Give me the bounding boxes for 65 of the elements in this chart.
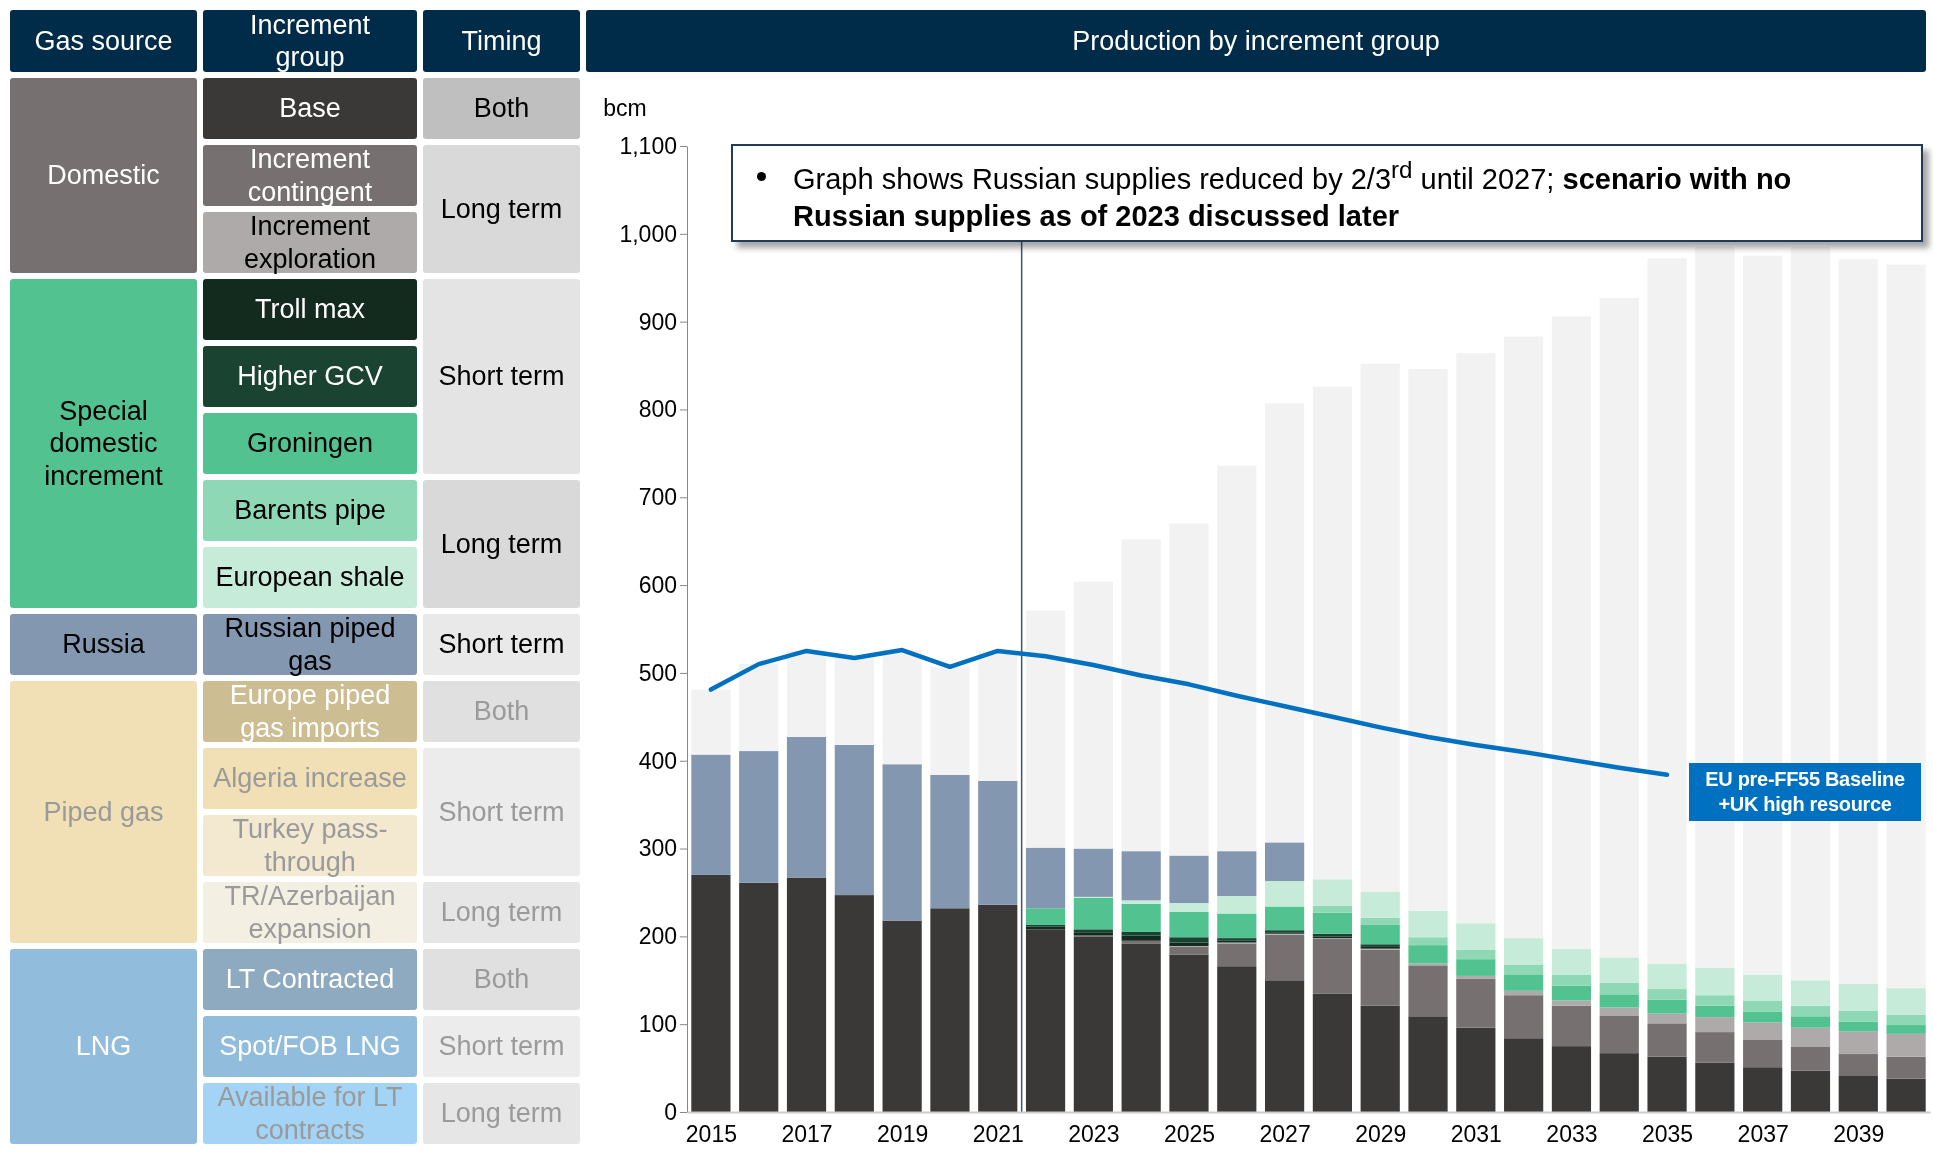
text: Available for LT contracts xyxy=(203,1082,417,1145)
y-tick-label: 600 xyxy=(638,571,677,598)
text: TR/Azerbaijan expansion xyxy=(203,881,417,944)
text: Long term xyxy=(423,882,580,943)
text: Troll max xyxy=(203,279,417,340)
text: European shale xyxy=(203,547,417,608)
y-tick-label: 0 xyxy=(664,1098,677,1125)
legend-title: Increment group xyxy=(203,9,417,72)
y-axis-title: bcm xyxy=(603,95,647,121)
text: Piped gas xyxy=(10,681,197,943)
x-tick-label: 2037 xyxy=(1737,1121,1789,1148)
text: Both xyxy=(423,949,580,1010)
y-tick-label: 200 xyxy=(638,923,677,950)
text: Short term xyxy=(423,748,580,876)
text: Turkey pass-through xyxy=(203,814,417,877)
y-tick-label: 400 xyxy=(638,747,677,774)
text: Spot/FOB LNG xyxy=(203,1016,417,1077)
x-tick-label: 2035 xyxy=(1641,1121,1694,1148)
text: Domestic xyxy=(10,78,197,273)
text: Gas source xyxy=(10,10,197,72)
y-tick-label: 300 xyxy=(638,835,677,862)
y-tick-label: 1,000 xyxy=(619,220,677,247)
y-tick-label: 1,100 xyxy=(619,132,677,159)
text: Europe piped gas imports xyxy=(203,680,417,743)
text: LT Contracted xyxy=(203,949,417,1010)
x-tick-label: 2031 xyxy=(1450,1121,1502,1148)
x-tick-label: 2033 xyxy=(1546,1121,1598,1148)
y-tick-label: 900 xyxy=(638,308,677,335)
text: Russian piped gas xyxy=(203,613,417,676)
text: Timing xyxy=(423,10,580,72)
y-tick-label: 800 xyxy=(638,396,677,423)
text: Long term xyxy=(423,1083,580,1144)
x-tick-label: 2039 xyxy=(1833,1121,1885,1148)
x-tick-label: 2029 xyxy=(1355,1121,1407,1148)
note-box: Graph shows Russian supplies reduced by 2/3$^{rd}$ until 2027; scenario with no Russian supplies as of 2023 discussed later xyxy=(731,144,1923,242)
text: Groningen xyxy=(203,413,417,474)
x-tick-label: 2025 xyxy=(1163,1121,1216,1148)
text: Increment exploration xyxy=(203,211,417,274)
text: Higher GCV xyxy=(203,346,417,407)
text: Both xyxy=(423,78,580,139)
text: Both xyxy=(423,681,580,742)
text: Base xyxy=(203,78,417,139)
text: Russia xyxy=(10,614,197,675)
x-tick-label: 2015 xyxy=(685,1121,737,1148)
chart-title: Production by increment group xyxy=(586,10,1926,72)
y-tick-label: 100 xyxy=(638,1011,677,1038)
x-tick-label: 2017 xyxy=(781,1121,833,1148)
y-tick-label: 700 xyxy=(638,484,677,511)
series-label: EU pre-FF55 Baseline +UK high resource xyxy=(1689,762,1922,821)
text: Algeria increase xyxy=(203,748,417,809)
x-tick-label: 2019 xyxy=(877,1121,929,1148)
text: Special domestic increment xyxy=(10,279,197,608)
x-tick-label: 2023 xyxy=(1068,1121,1120,1148)
y-tick-label: 500 xyxy=(638,659,677,686)
x-tick-label: 2021 xyxy=(972,1121,1024,1148)
text: LNG xyxy=(10,949,197,1144)
text: Short term xyxy=(423,614,580,675)
text: Increment contingent xyxy=(203,144,417,207)
text: Barents pipe xyxy=(203,480,417,541)
text: Long term xyxy=(423,480,580,608)
text: Short term xyxy=(423,279,580,474)
x-tick-label: 2027 xyxy=(1259,1121,1311,1148)
text: Short term xyxy=(423,1016,580,1077)
text: Long term xyxy=(423,145,580,273)
annotation: Graph shows Russian supplies reduced by 2/3$^{rd}$ until 2027; xyxy=(793,156,1556,195)
